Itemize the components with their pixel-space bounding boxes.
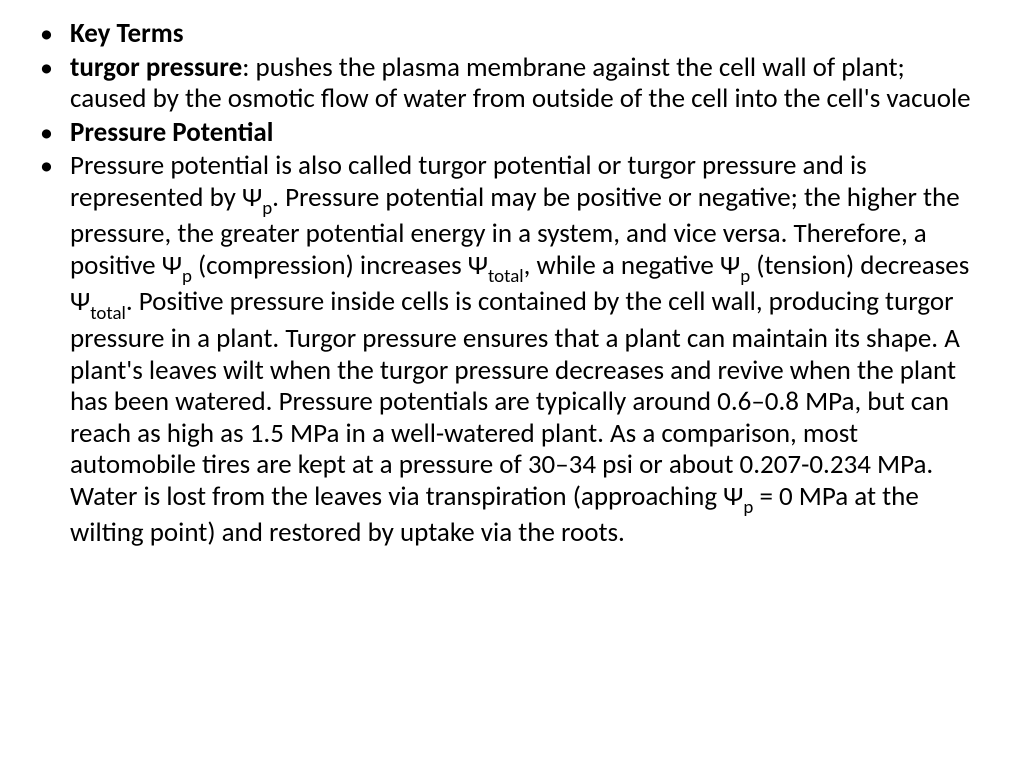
body-s4: p xyxy=(740,265,750,288)
bullet-turgor-pressure: turgor pressure: pushes the plasma membr… xyxy=(70,52,974,115)
pressure-potential-label: Pressure Potential xyxy=(70,116,273,149)
bullet-list: Key Terms turgor pressure: pushes the pl… xyxy=(70,18,974,549)
body-s1: p xyxy=(262,197,272,220)
bullet-pressure-potential: Pressure Potential xyxy=(70,117,974,149)
bullet-body: Pressure potential is also called turgor… xyxy=(70,150,974,549)
body-s3: total xyxy=(488,265,524,288)
body-s5: total xyxy=(90,302,126,325)
body-s6: p xyxy=(743,496,753,519)
body-t6: . Positive pressure inside cells is cont… xyxy=(70,285,960,512)
key-terms-label: Key Terms xyxy=(70,17,183,50)
turgor-term: turgor pressure xyxy=(70,51,242,84)
body-t4: , while a negative Ψ xyxy=(524,249,741,282)
body-s2: p xyxy=(182,265,192,288)
bullet-key-terms: Key Terms xyxy=(70,18,974,50)
body-t3: (compression) increases Ψ xyxy=(192,249,488,282)
